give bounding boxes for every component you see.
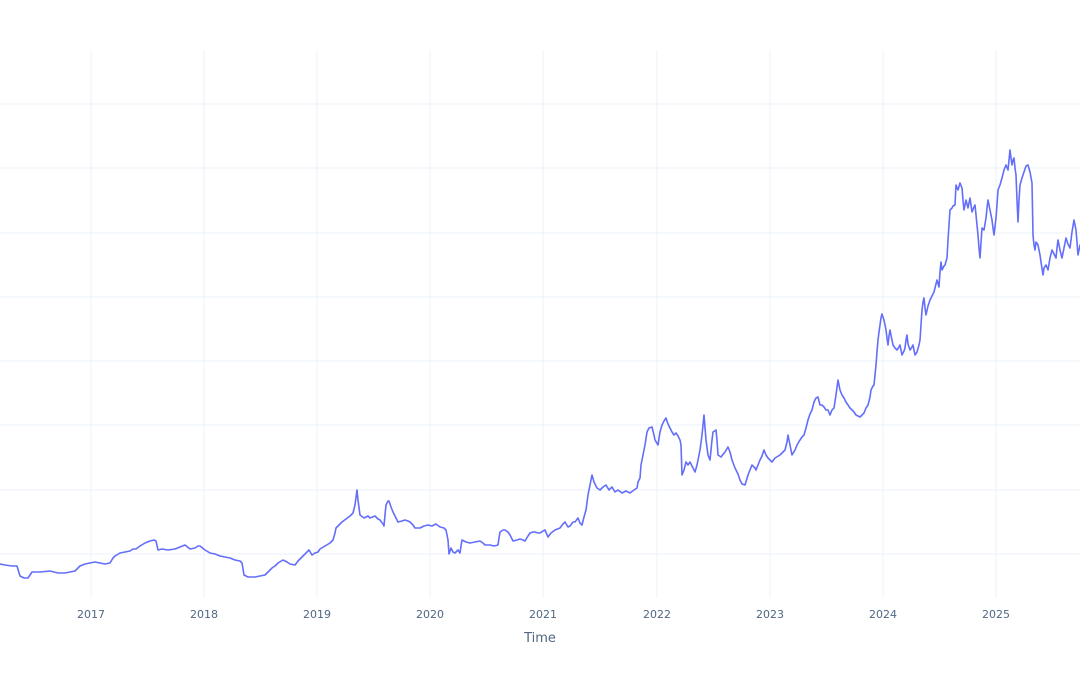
x-axis-title: Time (523, 631, 556, 646)
plot-area[interactable] (0, 50, 1080, 598)
y-gridlines (0, 103, 1080, 555)
x-axis-tick-labels: 2017 2018 2019 2020 2021 2022 2023 2024 2025 (77, 608, 1010, 621)
x-gridlines (90, 50, 997, 598)
data-series-line[interactable] (0, 149, 1080, 579)
x-tick-label: 2017 (77, 608, 105, 621)
x-tick-label: 2025 (982, 608, 1010, 621)
x-tick-label: 2021 (529, 608, 557, 621)
x-tick-label: 2020 (416, 608, 444, 621)
x-tick-label: 2019 (303, 608, 331, 621)
x-tick-label: 2018 (190, 608, 218, 621)
x-tick-label: 2024 (869, 608, 897, 621)
x-tick-label: 2022 (643, 608, 671, 621)
x-tick-label: 2023 (756, 608, 784, 621)
